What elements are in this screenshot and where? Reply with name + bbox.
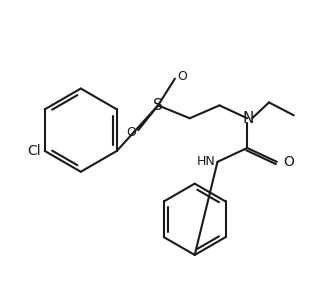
- Text: N: N: [242, 111, 254, 126]
- Text: O: O: [126, 126, 136, 139]
- Text: Cl: Cl: [27, 144, 41, 158]
- Text: O: O: [177, 70, 187, 83]
- Text: S: S: [153, 98, 163, 113]
- Text: O: O: [283, 155, 294, 169]
- Text: HN: HN: [197, 155, 215, 168]
